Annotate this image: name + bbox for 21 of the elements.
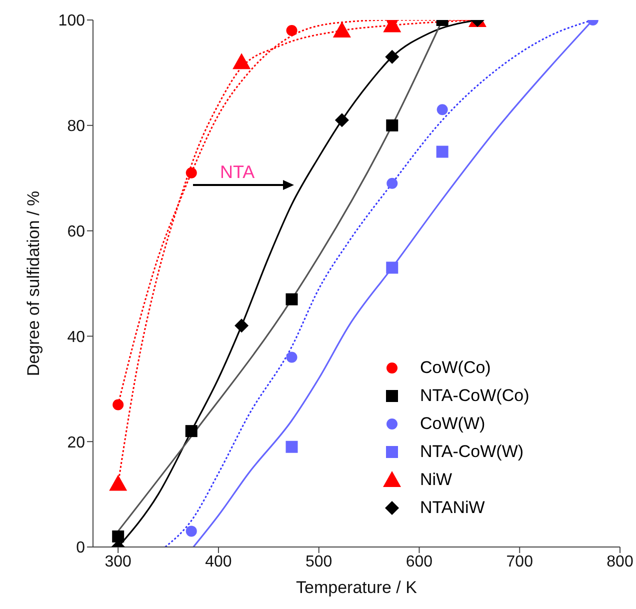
legend-label: CoW(Co) (420, 358, 491, 378)
legend-label: NTA-CoW(W) (420, 442, 524, 462)
legend-label: NTA-CoW(Co) (420, 386, 530, 406)
x-tick-label: 700 (506, 553, 534, 570)
y-tick-label: 40 (67, 328, 86, 346)
y-tick-label: 80 (67, 118, 86, 136)
y-tick-label: 0 (76, 540, 86, 557)
x-tick-label: 500 (306, 553, 332, 570)
x-tick-label: 300 (104, 553, 132, 570)
legend-label: CoW(W) (420, 414, 486, 434)
x-axis-title: Temperature / K (296, 578, 418, 597)
y-tick-label: 20 (67, 434, 86, 452)
legend-label: NTANiW (420, 498, 485, 518)
y-tick-label: 100 (58, 12, 86, 30)
y-axis-title: Degree of sulfidation / % (24, 190, 44, 376)
y-tick-label: 60 (67, 223, 86, 240)
x-tick-label: 400 (205, 553, 232, 570)
annotation: NTA (220, 162, 255, 183)
x-tick-label: 600 (406, 553, 433, 570)
x-tick-label: 800 (606, 553, 634, 570)
legend-label: NiW (420, 470, 452, 490)
